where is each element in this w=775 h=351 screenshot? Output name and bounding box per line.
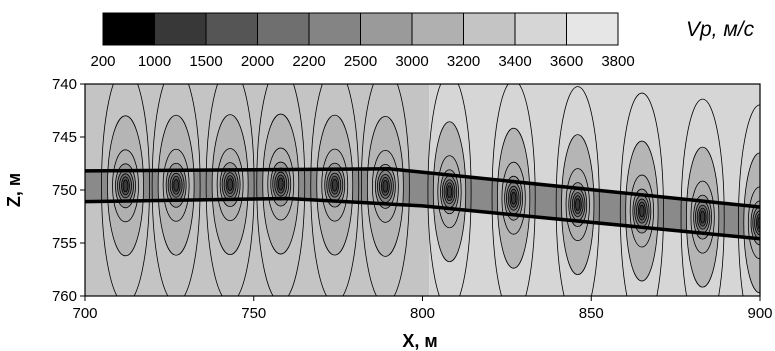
x-tick-label: 900 [747, 305, 772, 322]
colorbar-tick-label: 2000 [241, 53, 274, 70]
colorbar-swatch [154, 12, 207, 46]
anomaly-lobe [205, 84, 255, 296]
boundary-upper [85, 167, 760, 209]
plot-area [84, 83, 761, 297]
anomaly-lobe [310, 84, 360, 296]
anomaly-lobe [151, 84, 201, 296]
x-tick-label: 800 [410, 305, 435, 322]
colorbar-swatch [411, 12, 464, 46]
colorbar-swatch [566, 12, 619, 46]
colorbar-tick-label: 2200 [292, 53, 325, 70]
colorbar-swatch [257, 12, 310, 46]
boundary-lower [85, 196, 760, 241]
x-axis-label: X, м [402, 331, 437, 351]
y-tick-label: 760 [52, 288, 77, 305]
colorbar-swatch [360, 12, 413, 46]
colorbar-tick-label: 2500 [344, 53, 377, 70]
layer-boundaries [85, 167, 760, 241]
colorbar-swatch [308, 12, 361, 46]
y-tick-label: 745 [52, 129, 77, 146]
x-tick-label: 850 [579, 305, 604, 322]
colorbar-tick-label: 1000 [138, 53, 171, 70]
colorbar: 200 1000 1500 2000 2200 2500 3000 3200 3400 3600 3… [90, 12, 635, 70]
y-axis: 740 745 750 755 760 [52, 76, 85, 305]
x-axis: 700 750 800 850 900 [72, 296, 773, 322]
y-tick-label: 740 [52, 76, 77, 93]
x-tick-label: 700 [72, 305, 97, 322]
colorbar-swatch [514, 12, 567, 46]
colorbar-tick-label: 3000 [395, 53, 428, 70]
colorbar-tick-label: 200 [90, 53, 115, 70]
anomaly-lobe [256, 84, 306, 296]
colorbar-label: Vp, м/с [686, 18, 755, 41]
x-tick-label: 750 [241, 305, 266, 322]
colorbar-tick-label: 3800 [601, 53, 634, 70]
colorbar-tick-label: 3200 [447, 53, 480, 70]
colorbar-tick-label: 1500 [189, 53, 222, 70]
colorbar-tick-label: 3600 [550, 53, 583, 70]
anomaly-lobe [101, 84, 150, 296]
y-axis-label: Z, м [4, 173, 24, 207]
y-tick-label: 750 [52, 182, 77, 199]
colorbar-swatch [463, 12, 516, 46]
colorbar-tick-label: 3400 [498, 53, 531, 70]
y-tick-label: 755 [52, 235, 77, 252]
colorbar-swatch [102, 12, 155, 46]
colorbar-swatch [205, 12, 258, 46]
